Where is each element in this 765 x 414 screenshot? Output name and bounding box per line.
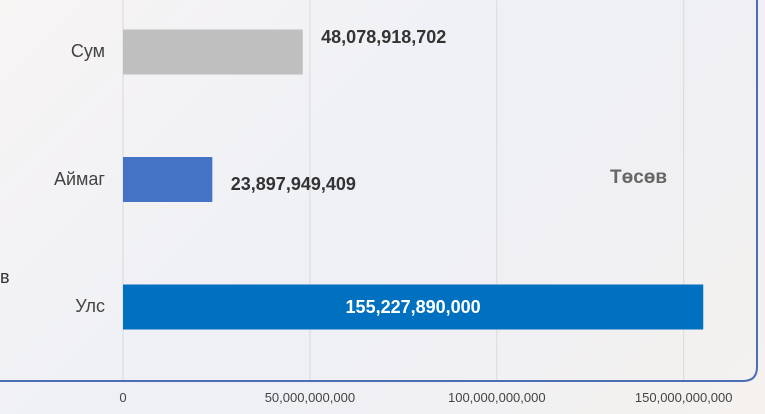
annotation: Төсөв [610,167,668,188]
bar [123,29,303,75]
category-label: Улс [75,296,105,316]
panel-border [0,0,758,382]
category-label: Аймаг [53,168,105,189]
value-label: 155,227,890,000 [345,297,481,317]
x-tick-label: 0 [119,390,127,405]
x-tick-label: 50,000,000,000 [264,390,356,405]
value-label: 23,897,949,409 [230,173,356,194]
side-text: в [0,267,10,287]
bar [123,284,704,330]
bar [123,157,213,202]
value-label: 48,078,918,702 [321,27,447,47]
category-label: Сум [70,41,105,61]
x-tick-label: 150,000,000,000 [634,390,733,405]
x-tick-label: 100,000,000,000 [447,390,546,405]
